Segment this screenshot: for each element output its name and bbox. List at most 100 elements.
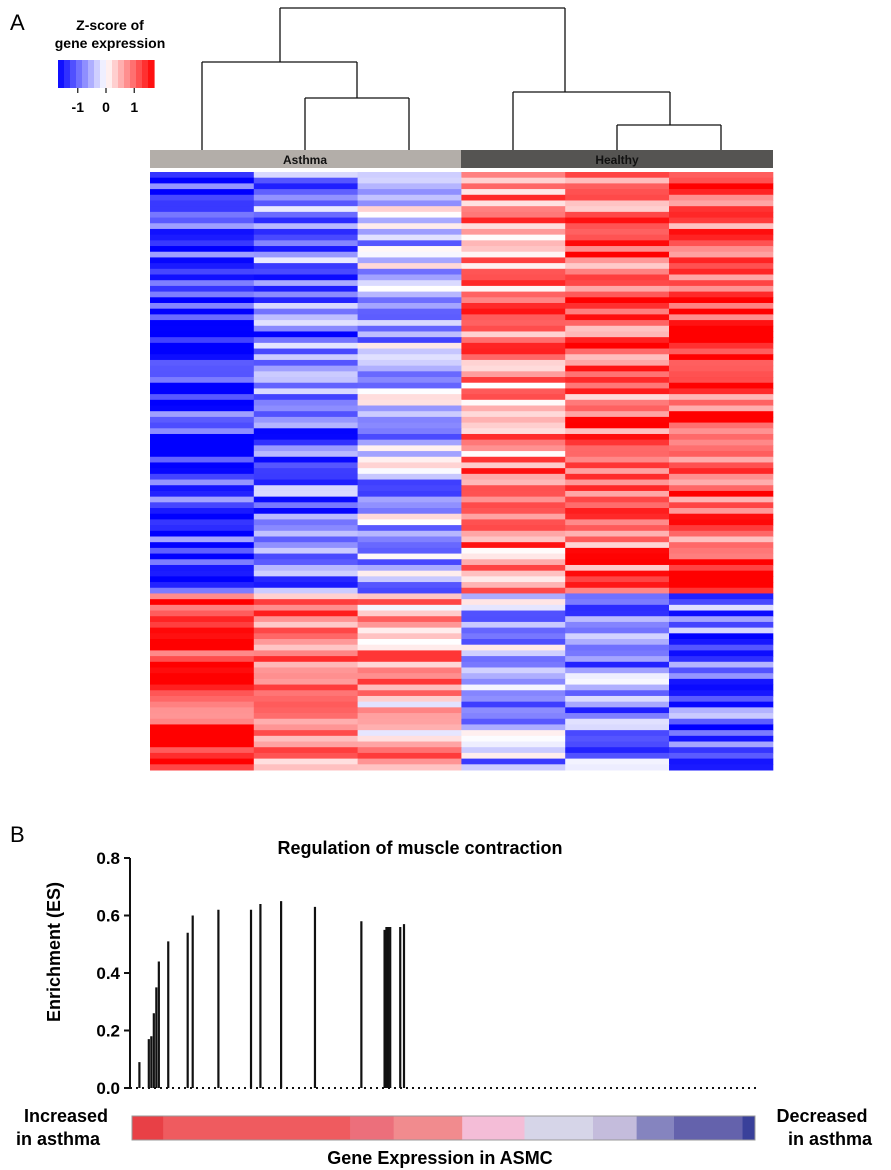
heatmap-cell <box>253 320 359 327</box>
gradient-border <box>131 1115 756 1141</box>
heatmap-cell <box>253 211 359 219</box>
heatmap-cell <box>150 462 255 469</box>
heatmap-cell <box>565 468 670 475</box>
column-dendrogram <box>201 7 722 150</box>
heatmap-cell <box>461 536 566 543</box>
heatmap-cell <box>150 650 255 657</box>
heatmap <box>150 172 774 771</box>
heatmap-cell <box>669 633 774 640</box>
heatmap-cell <box>357 377 462 384</box>
heatmap-cell <box>461 627 566 634</box>
right-caption-line2: in asthma <box>788 1129 873 1149</box>
heatmap-cell <box>357 302 462 310</box>
heatmap-cell <box>565 416 670 424</box>
heatmap-cell <box>461 388 566 395</box>
heatmap-cell <box>357 707 462 714</box>
heatmap-cell <box>253 582 359 589</box>
heatmap-cell <box>253 177 359 184</box>
heatmap-cell <box>461 490 566 498</box>
heatmap-cell <box>461 678 566 686</box>
heatmap-cell <box>565 172 670 179</box>
heatmap-cell <box>565 752 670 760</box>
heatmap-cell <box>253 291 359 298</box>
heatmap-cell <box>357 519 462 526</box>
heatmap-cell <box>357 217 462 224</box>
heatmap-cell <box>669 593 774 600</box>
heatmap-cell <box>565 741 670 748</box>
heatmap-cell <box>357 678 462 686</box>
heatmap-cell <box>253 553 359 560</box>
heatmap-cell <box>357 639 462 646</box>
heatmap-cell <box>357 388 462 395</box>
colorbar-tick-label: -1 <box>72 99 85 115</box>
heatmap-cell <box>357 451 462 458</box>
heatmap-cell <box>253 274 359 281</box>
heatmap-cell <box>150 576 255 583</box>
heatmap-cell <box>565 604 670 612</box>
heatmap-cell <box>357 468 462 475</box>
heatmap-cell <box>150 268 255 276</box>
heatmap-cell <box>461 724 566 731</box>
colorbar-tick-label: 0 <box>102 99 110 115</box>
heatmap-cell <box>357 650 462 657</box>
heatmap-cell <box>253 519 359 526</box>
heatmap-cell <box>253 530 359 537</box>
heatmap-cell <box>669 718 774 725</box>
colorbar-swatch <box>142 60 149 88</box>
heatmap-cell <box>669 246 774 253</box>
heatmap-cell <box>565 462 670 469</box>
heatmap-cell <box>253 718 359 725</box>
heatmap-cell <box>253 690 359 697</box>
heatmap-cell <box>253 701 359 708</box>
heatmap-cell <box>461 690 566 697</box>
heatmap-cell <box>150 416 255 424</box>
gradient-segment <box>163 1116 251 1140</box>
heatmap-cell <box>150 200 255 207</box>
heatmap-cell <box>253 251 359 258</box>
heatmap-cell <box>565 701 670 708</box>
heatmap-cell <box>357 695 462 703</box>
heatmap-cell <box>565 525 670 532</box>
heatmap-cell <box>150 359 255 367</box>
heatmap-cell <box>150 536 255 543</box>
heatmap-cell <box>565 302 670 310</box>
heatmap-cell <box>253 758 359 765</box>
heatmap-cell <box>669 564 774 572</box>
heatmap-cell <box>357 342 462 350</box>
heatmap-cell <box>461 331 566 338</box>
heatmap-cell <box>461 502 566 509</box>
heatmap-cell <box>461 593 566 600</box>
heatmap-cell <box>669 490 774 498</box>
heatmap-cell <box>150 627 255 634</box>
heatmap-cell <box>253 462 359 469</box>
heatmap-cell <box>253 348 359 355</box>
heatmap-cell <box>565 268 670 276</box>
heatmap-cell <box>253 764 359 771</box>
heatmap-cell <box>357 741 462 748</box>
heatmap-cell <box>253 200 359 207</box>
heatmap-cell <box>150 354 255 361</box>
heatmap-cell <box>357 246 462 253</box>
heatmap-cell <box>357 502 462 509</box>
heatmap-cell <box>253 735 359 743</box>
heatmap-cell <box>150 456 255 463</box>
heatmap-cell <box>150 331 255 338</box>
heatmap-cell <box>565 189 670 196</box>
heatmap-cell <box>461 582 566 589</box>
heatmap-cell <box>669 331 774 338</box>
heatmap-cell <box>669 297 774 304</box>
heatmap-cell <box>150 496 255 503</box>
colorbar-swatch <box>148 60 155 88</box>
heatmap-cell <box>461 639 566 646</box>
heatmap-cell <box>357 644 462 651</box>
heatmap-cell <box>565 684 670 691</box>
heatmap-cell <box>253 564 359 572</box>
heatmap-cell <box>669 627 774 634</box>
heatmap-cell <box>150 297 255 304</box>
heatmap-cell <box>150 291 255 298</box>
heatmap-cell <box>669 274 774 281</box>
heatmap-cell <box>565 297 670 304</box>
heatmap-cell <box>669 240 774 247</box>
heatmap-cell <box>461 559 566 566</box>
